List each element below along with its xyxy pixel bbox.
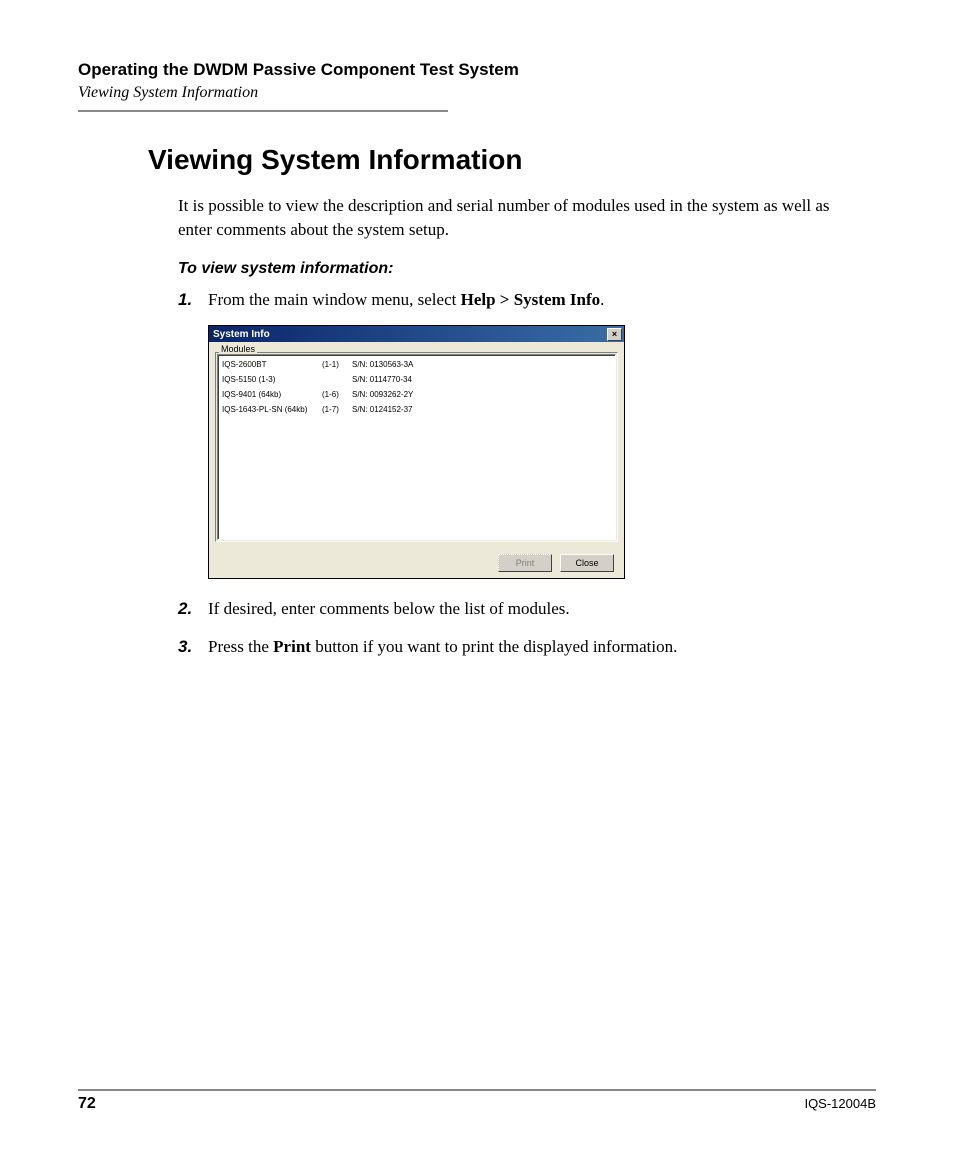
- page-number: 72: [78, 1095, 96, 1113]
- module-slot: [322, 375, 352, 384]
- header-rule: [78, 110, 448, 112]
- step-text-bold: Print: [273, 637, 311, 656]
- dialog-title: System Info: [213, 329, 270, 340]
- step-text-before: Press the: [208, 637, 273, 656]
- document-id: IQS-12004B: [804, 1096, 876, 1111]
- step-1: 1. From the main window menu, select Hel…: [178, 288, 866, 312]
- chapter-title: Operating the DWDM Passive Component Tes…: [78, 60, 876, 80]
- list-item: IQS-2600BT (1-1) S/N: 0130563-3A: [220, 357, 613, 372]
- page-subtitle: Viewing System Information: [78, 84, 876, 102]
- footer-rule: [78, 1089, 876, 1091]
- module-sn: S/N: 0114770-34: [352, 375, 412, 384]
- module-name: IQS-1643-PL-SN (64kb): [222, 405, 322, 414]
- step-3: 3. Press the Print button if you want to…: [178, 635, 866, 659]
- step-text: If desired, enter comments below the lis…: [208, 597, 866, 621]
- module-slot: (1-6): [322, 390, 352, 399]
- step-text-before: From the main window menu, select: [208, 290, 461, 309]
- page-footer: 72 IQS-12004B: [78, 1089, 876, 1113]
- system-info-dialog: System Info × Modules IQS-2600BT (1-1) S…: [208, 325, 625, 579]
- print-button[interactable]: Print: [498, 554, 552, 572]
- close-icon[interactable]: ×: [607, 328, 622, 341]
- module-sn: S/N: 0124152-37: [352, 405, 413, 414]
- step-2: 2. If desired, enter comments below the …: [178, 597, 866, 621]
- module-slot: (1-1): [322, 360, 352, 369]
- module-name: IQS-2600BT: [222, 360, 322, 369]
- modules-listbox[interactable]: IQS-2600BT (1-1) S/N: 0130563-3A IQS-515…: [217, 354, 616, 540]
- list-item: IQS-9401 (64kb) (1-6) S/N: 0093262-2Y: [220, 387, 613, 402]
- section-title: Viewing System Information: [148, 144, 876, 176]
- module-sn: S/N: 0093262-2Y: [352, 390, 413, 399]
- module-sn: S/N: 0130563-3A: [352, 360, 413, 369]
- step-text-after: button if you want to print the displaye…: [311, 637, 677, 656]
- procedure-title: To view system information:: [178, 260, 876, 278]
- module-name: IQS-5150 (1-3): [222, 375, 322, 384]
- step-number: 3.: [178, 635, 208, 659]
- intro-paragraph: It is possible to view the description a…: [178, 194, 866, 242]
- modules-groupbox: Modules IQS-2600BT (1-1) S/N: 0130563-3A…: [215, 346, 618, 542]
- list-item: IQS-5150 (1-3) S/N: 0114770-34: [220, 372, 613, 387]
- module-name: IQS-9401 (64kb): [222, 390, 322, 399]
- step-number: 1.: [178, 288, 208, 312]
- step-text: Press the Print button if you want to pr…: [208, 635, 866, 659]
- step-number: 2.: [178, 597, 208, 621]
- dialog-button-row: Print Close: [209, 550, 624, 578]
- step-text-after: .: [600, 290, 604, 309]
- step-text-before: If desired, enter comments below the lis…: [208, 599, 570, 618]
- list-item: IQS-1643-PL-SN (64kb) (1-7) S/N: 0124152…: [220, 402, 613, 417]
- step-text-bold: Help > System Info: [461, 290, 601, 309]
- module-slot: (1-7): [322, 405, 352, 414]
- dialog-titlebar[interactable]: System Info ×: [209, 326, 624, 342]
- step-text: From the main window menu, select Help >…: [208, 288, 866, 312]
- close-button[interactable]: Close: [560, 554, 614, 572]
- groupbox-label: Modules: [219, 344, 257, 354]
